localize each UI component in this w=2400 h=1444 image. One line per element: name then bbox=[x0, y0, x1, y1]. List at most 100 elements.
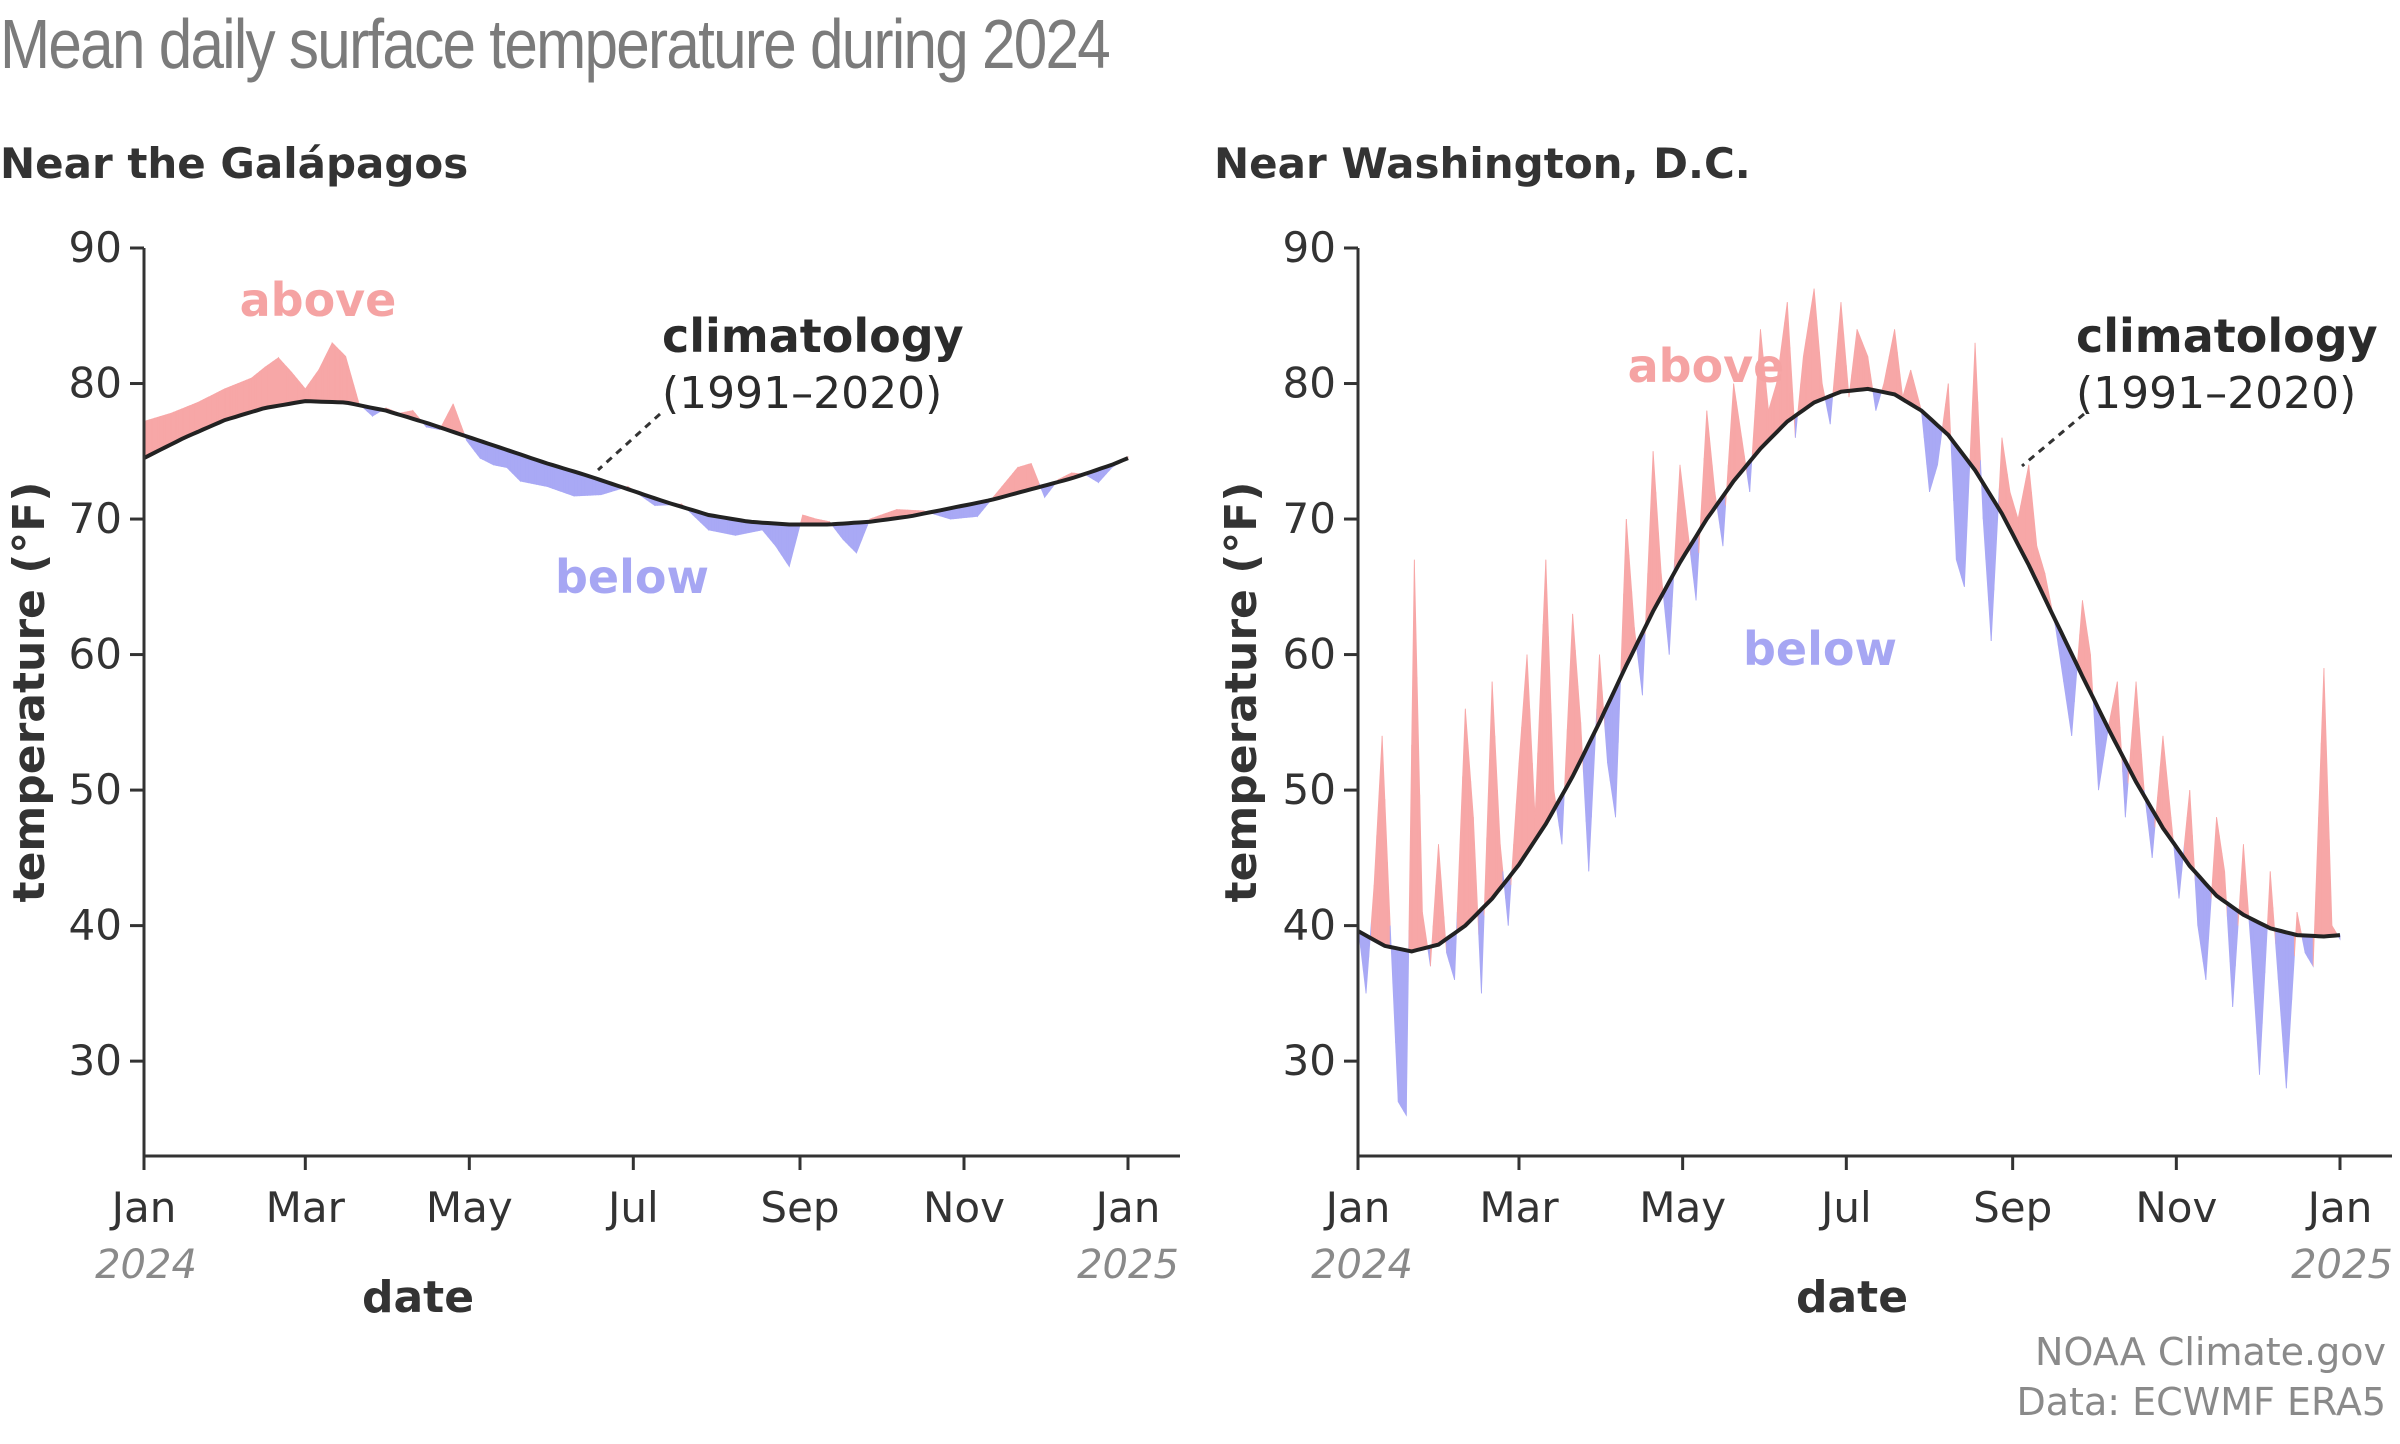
anomaly-above bbox=[1862, 342, 1866, 390]
anomaly-above bbox=[1864, 349, 1869, 390]
anomaly-below bbox=[1400, 948, 1405, 1113]
anomaly-above bbox=[1515, 762, 1520, 870]
anomaly-above bbox=[1800, 356, 1804, 413]
anomaly-above bbox=[1020, 465, 1024, 493]
anomaly-below bbox=[853, 522, 857, 554]
x-tick-label: Nov bbox=[923, 1183, 1005, 1232]
anomaly-below bbox=[1985, 486, 1989, 601]
anomaly-below bbox=[2288, 932, 2293, 1045]
anomaly-above bbox=[1580, 722, 1584, 773]
anomaly-below bbox=[2256, 920, 2260, 1075]
anomaly-above bbox=[269, 360, 274, 408]
anomaly-below bbox=[1982, 481, 1987, 560]
climatology-line bbox=[1357, 386, 2341, 954]
anomaly-above bbox=[280, 359, 285, 406]
anomaly-below bbox=[2122, 756, 2126, 818]
anomaly-above bbox=[286, 365, 290, 405]
x-tick-label: May bbox=[426, 1183, 513, 1232]
anomaly-below bbox=[519, 453, 524, 483]
anomaly-above bbox=[1526, 654, 1531, 854]
anomaly-above bbox=[1467, 744, 1472, 924]
anomaly-below bbox=[2095, 703, 2099, 791]
anomaly-below bbox=[2200, 876, 2204, 962]
anomaly-above bbox=[2133, 681, 2137, 783]
anomaly-below bbox=[1668, 576, 1673, 655]
anomaly-below bbox=[1582, 749, 1587, 822]
anomaly-above bbox=[146, 419, 150, 458]
anomaly-above bbox=[202, 397, 207, 431]
anomaly-below bbox=[2071, 653, 2075, 736]
anomaly-above bbox=[157, 416, 161, 452]
anomaly-above bbox=[1014, 466, 1019, 495]
y-tick-label: 50 bbox=[69, 765, 122, 814]
anomaly-above bbox=[2183, 817, 2188, 864]
anomaly-above bbox=[1647, 512, 1651, 623]
anomaly-below bbox=[554, 465, 559, 491]
annotation-below: below bbox=[1743, 622, 1897, 676]
anomaly-above bbox=[1945, 383, 1949, 436]
anomaly-above bbox=[221, 388, 226, 422]
anomaly-below bbox=[780, 523, 785, 560]
anomaly-above bbox=[1438, 844, 1442, 946]
anomaly-above bbox=[1475, 875, 1480, 935]
anomaly-above bbox=[339, 350, 344, 403]
x-tick-label: Mar bbox=[266, 1183, 346, 1232]
x-tick-label: Jan bbox=[2305, 1183, 2373, 1232]
anomaly-above bbox=[1886, 356, 1890, 394]
anomaly-above bbox=[264, 364, 269, 409]
anomaly-below bbox=[1607, 699, 1611, 782]
anomaly-below bbox=[506, 449, 511, 472]
anomaly-below bbox=[528, 456, 532, 484]
anomaly-below bbox=[1666, 581, 1670, 655]
anomaly-above bbox=[334, 344, 338, 403]
anomaly-above bbox=[1891, 329, 1896, 395]
anomaly-above bbox=[224, 387, 228, 421]
anomaly-below bbox=[546, 462, 551, 489]
anomaly-above bbox=[347, 365, 352, 405]
anomaly-above bbox=[1574, 650, 1579, 772]
anomaly-below bbox=[1612, 688, 1616, 818]
anomaly-below bbox=[1505, 877, 1509, 926]
anomaly-above bbox=[1816, 320, 1820, 403]
anomaly-above bbox=[2031, 491, 2035, 577]
y-tick-label: 50 bbox=[1283, 765, 1336, 814]
anomaly-above bbox=[2218, 835, 2223, 901]
anomaly-above bbox=[181, 407, 185, 440]
anomaly-above bbox=[154, 416, 158, 454]
anomaly-above bbox=[1730, 383, 1735, 487]
anomaly-above bbox=[175, 409, 180, 443]
credit-data: Data: ECWMF ERA5 bbox=[2016, 1380, 2387, 1424]
anomaly-above bbox=[191, 402, 196, 435]
anomaly-above bbox=[326, 348, 330, 403]
anomaly-below bbox=[1639, 632, 1643, 696]
anomaly-above bbox=[197, 400, 201, 433]
anomaly-above bbox=[2028, 464, 2032, 571]
x-tick-label: Jan bbox=[1323, 1183, 1391, 1232]
anomaly-below bbox=[1395, 947, 1399, 1102]
anomaly-above bbox=[1625, 519, 1630, 666]
y-tick-label: 30 bbox=[69, 1036, 122, 1085]
anomaly-above bbox=[178, 408, 183, 442]
anomaly-below bbox=[584, 474, 589, 496]
anomaly-above bbox=[1577, 686, 1582, 766]
anomaly-below bbox=[1875, 390, 1879, 411]
anomaly-below bbox=[563, 467, 567, 494]
anomaly-below bbox=[1719, 495, 1724, 547]
anomaly-above bbox=[291, 371, 295, 404]
anomaly-below bbox=[1405, 930, 1410, 1116]
anomaly-above bbox=[1566, 671, 1571, 788]
anomaly-above bbox=[1017, 466, 1021, 494]
anomaly-below bbox=[517, 452, 521, 483]
anomaly-above bbox=[1523, 654, 1528, 858]
anomaly-above bbox=[1910, 369, 1914, 407]
anomaly-above bbox=[1674, 512, 1678, 573]
anomaly-above bbox=[151, 417, 156, 455]
anomaly-above bbox=[315, 368, 320, 403]
anomaly-above bbox=[294, 374, 298, 404]
anomaly-above bbox=[232, 384, 236, 419]
anomaly-below bbox=[1923, 412, 1928, 465]
anomaly-above bbox=[1494, 735, 1498, 897]
anomaly-below bbox=[856, 522, 860, 554]
anomaly-above bbox=[1735, 401, 1740, 479]
anomaly-below bbox=[487, 443, 492, 465]
